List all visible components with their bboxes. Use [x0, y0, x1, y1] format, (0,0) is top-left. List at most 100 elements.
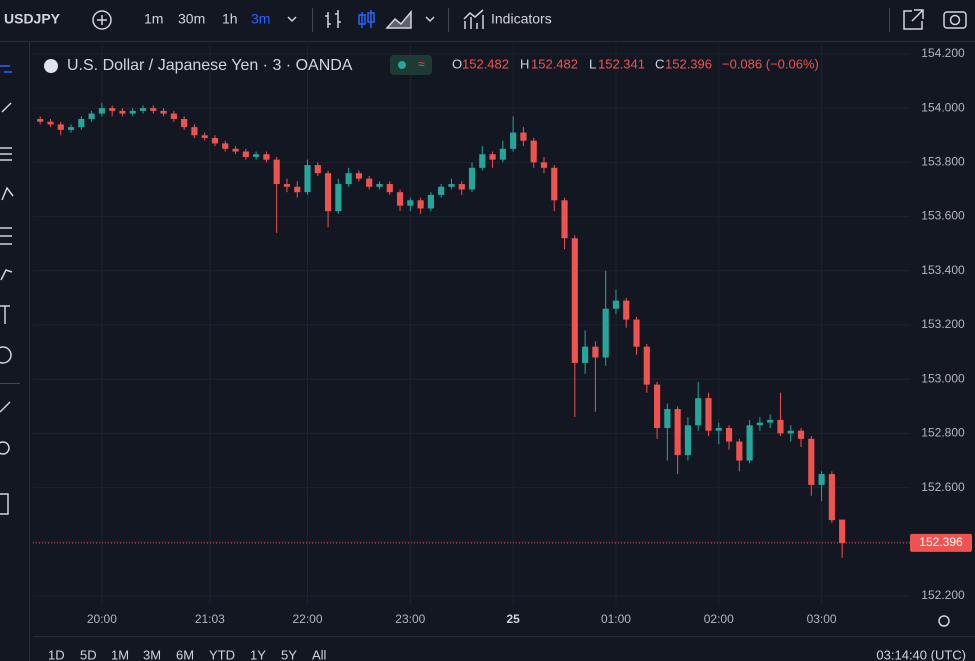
candle-body: [664, 409, 671, 429]
status-symbol: ≈: [418, 57, 425, 71]
settings-icon[interactable]: [938, 615, 950, 627]
grid: [33, 45, 910, 605]
zoom-tool[interactable]: [0, 441, 10, 455]
x-tick-label: 22:00: [292, 612, 322, 626]
chart-type-menu[interactable]: [425, 16, 435, 23]
candle-body: [417, 200, 424, 209]
indicators-icon[interactable]: [463, 9, 484, 29]
y-tick-label: 153.600: [921, 209, 965, 223]
interval-button[interactable]: 1h: [222, 11, 238, 27]
candle-body: [283, 184, 291, 187]
candle-body: [57, 124, 64, 130]
range-button[interactable]: YTD: [209, 647, 235, 661]
candle-body: [47, 121, 54, 125]
ohlc-value: 152.482: [462, 56, 509, 71]
candle-body: [201, 135, 208, 138]
add-symbol[interactable]: [92, 10, 112, 30]
candle-body: [530, 140, 537, 163]
range-button[interactable]: 1D: [48, 647, 65, 661]
candle-body: [232, 148, 239, 152]
text-tool[interactable]: [0, 305, 10, 324]
y-tick-label: 152.800: [921, 426, 965, 440]
candle-body: [653, 384, 661, 429]
emoji-tool[interactable]: [0, 346, 12, 364]
candle-body: [736, 441, 743, 461]
candle-body: [242, 151, 249, 157]
y-tick-label: 152.200: [921, 588, 965, 602]
candle-body: [407, 200, 414, 206]
candle-body: [119, 110, 126, 114]
last-price-box: [910, 533, 972, 552]
candle-body: [797, 430, 805, 439]
brush-tool[interactable]: [0, 269, 13, 281]
magnet-tool[interactable]: [0, 493, 9, 515]
symbol[interactable]: USDJPY: [4, 11, 61, 27]
share-icon[interactable]: [903, 9, 924, 30]
candle-body: [170, 113, 177, 119]
snapshot-lens: [949, 14, 961, 26]
range-button[interactable]: 5D: [80, 647, 97, 661]
candle-body: [623, 300, 630, 320]
candle-body: [386, 184, 393, 193]
candle-body: [314, 165, 321, 174]
candle-body: [181, 118, 188, 128]
candle-body: [253, 154, 260, 157]
candle-body: [427, 194, 434, 209]
candle-body: [571, 238, 578, 363]
candle-body: [139, 108, 147, 111]
add-symbol-icon: [97, 15, 107, 25]
projection-tool[interactable]: [0, 227, 12, 245]
x-tick-label: 21:03: [195, 612, 225, 626]
interval-button[interactable]: 30m: [178, 11, 205, 27]
candle-body: [150, 108, 157, 111]
interval-menu[interactable]: [287, 16, 297, 23]
candle-body: [222, 143, 229, 149]
candle-body: [725, 428, 733, 442]
flag-icon: [44, 59, 58, 73]
range-button[interactable]: 3M: [143, 647, 161, 661]
candle-body: [520, 132, 527, 141]
candle-body: [828, 474, 835, 521]
range-button[interactable]: 1Y: [250, 647, 266, 661]
status-pill[interactable]: [390, 55, 432, 75]
price-change: −0.086 (−0.06%): [722, 56, 819, 71]
legend: O 152.482 H 152.482 L 152.341 C 152.396: [452, 56, 712, 71]
candle-body: [37, 118, 44, 122]
y-tick-label: 153.000: [921, 371, 965, 385]
y-tick-label: 153.800: [921, 155, 965, 169]
interval-button[interactable]: 3m: [251, 11, 270, 27]
range-button[interactable]: 6M: [176, 647, 194, 661]
pattern-tool[interactable]: [1, 186, 14, 201]
x-tick-label: 01:00: [601, 612, 631, 626]
ohlc-label: C: [655, 56, 664, 71]
indicators-button[interactable]: Indicators: [491, 11, 552, 27]
crosshair-tool[interactable]: [0, 65, 12, 73]
candle-body: [160, 110, 167, 114]
candle-body: [767, 419, 774, 423]
candle-body: [191, 127, 198, 136]
candles-icon-body: [358, 14, 366, 25]
y-tick-label: 154.200: [921, 46, 965, 60]
ohlc-value: 152.341: [598, 56, 645, 71]
ruler-tool[interactable]: [0, 401, 11, 413]
candle-body: [304, 165, 311, 193]
x-tick-label: 02:00: [704, 612, 734, 626]
line-tool[interactable]: [1, 102, 12, 113]
area-icon[interactable]: [385, 9, 412, 29]
range-button[interactable]: 5Y: [281, 647, 297, 661]
interval-button[interactable]: 1m: [144, 11, 163, 27]
range-button[interactable]: All: [312, 647, 327, 661]
bars-icon[interactable]: [325, 10, 341, 28]
candle-body: [756, 422, 763, 426]
fib-tool[interactable]: [0, 147, 12, 161]
candle-body: [705, 398, 712, 431]
candle-body: [499, 148, 506, 160]
candle-body: [592, 346, 599, 358]
candle-body: [129, 110, 136, 114]
candle-body: [715, 428, 722, 431]
range-button[interactable]: 1M: [111, 647, 129, 661]
x-tick-label: 25: [506, 612, 520, 626]
snapshot-icon[interactable]: [943, 11, 967, 29]
candle-body: [366, 178, 373, 187]
